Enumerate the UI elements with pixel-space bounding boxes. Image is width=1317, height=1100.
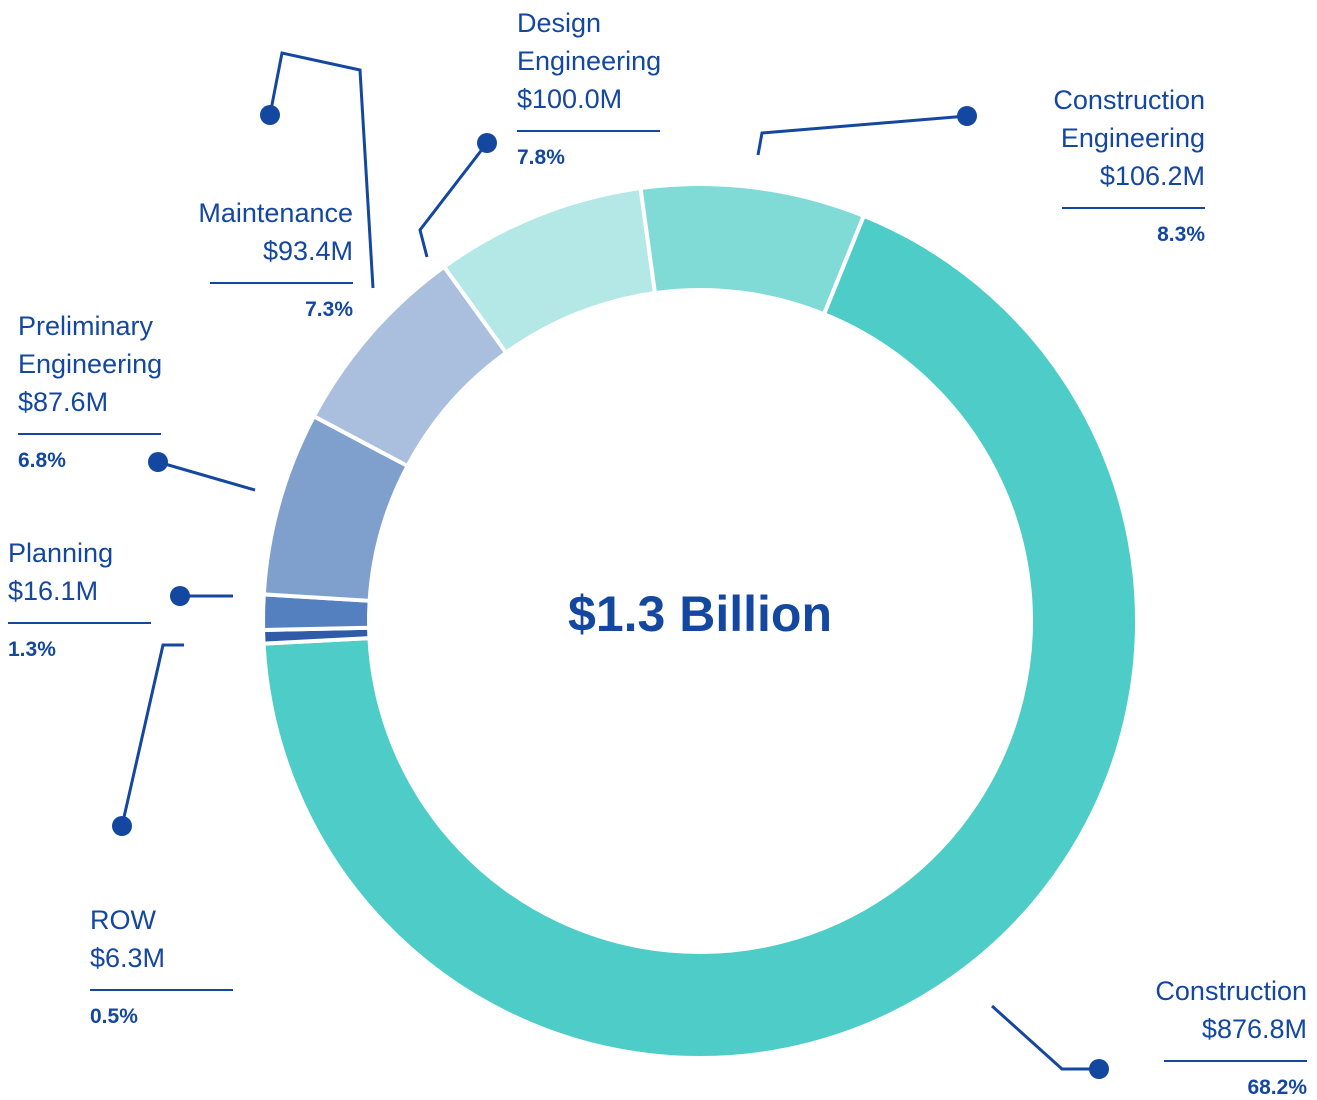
slice-label: Design Engineering $100.0M 7.8%: [517, 4, 737, 170]
amount-label: $876.8M: [1201, 1014, 1307, 1044]
label-rule: [18, 433, 161, 435]
amount-label: $106.2M: [1099, 161, 1205, 191]
percent-label: 7.3%: [305, 298, 353, 321]
leader-line: [756, 114, 968, 156]
leader-line: [157, 460, 256, 492]
slice: [261, 213, 1139, 1060]
label-rule: [90, 989, 233, 991]
leader-dot: [477, 133, 497, 153]
amount-label: $100.0M: [517, 84, 623, 114]
amount-label: $16.1M: [8, 576, 99, 606]
amount-label: $6.3M: [90, 943, 166, 973]
leader-line: [990, 1004, 1099, 1071]
slice-label: Preliminary Engineering $87.6M 6.8%: [18, 307, 238, 473]
slice-label: Planning $16.1M 1.3%: [8, 534, 228, 662]
label-rule: [8, 622, 151, 624]
leader-dot: [957, 106, 977, 126]
label-rule: [517, 130, 660, 132]
percent-label: 8.3%: [1157, 223, 1205, 246]
leader-dot: [170, 586, 190, 606]
percent-label: 6.8%: [18, 449, 66, 472]
slice-label: Construction $876.8M 68.2%: [1087, 972, 1307, 1100]
slice-label: Construction Engineering $106.2M 8.3%: [985, 81, 1205, 247]
amount-label: $87.6M: [18, 387, 109, 417]
label-rule: [1164, 1060, 1307, 1062]
leader-dot: [112, 816, 132, 836]
category-label: ROW: [90, 905, 156, 935]
percent-label: 68.2%: [1247, 1076, 1307, 1099]
slice-label: ROW $6.3M 0.5%: [90, 901, 310, 1029]
percent-label: 0.5%: [90, 1005, 138, 1028]
leader-line: [120, 643, 184, 827]
category-label: Preliminary Engineering: [18, 311, 163, 379]
category-label: Maintenance: [198, 198, 353, 228]
leader-line: [268, 51, 375, 289]
percent-label: 7.8%: [517, 146, 565, 169]
leader-dot: [260, 105, 280, 125]
percent-label: 1.3%: [8, 638, 56, 661]
category-label: Design Engineering: [517, 8, 662, 76]
amount-label: $93.4M: [262, 236, 353, 266]
leader-line: [418, 142, 489, 258]
slice-label: Maintenance $93.4M 7.3%: [133, 194, 353, 322]
category-label: Planning: [8, 538, 114, 568]
slice: [638, 182, 867, 317]
leader-dot: [148, 452, 168, 472]
leader-dot: [1089, 1059, 1109, 1079]
label-rule: [1062, 207, 1205, 209]
category-label: Construction Engineering: [1053, 85, 1205, 153]
category-label: Construction: [1155, 976, 1307, 1006]
center-label: $1.3 Billion: [568, 586, 832, 642]
label-rule: [210, 282, 353, 284]
